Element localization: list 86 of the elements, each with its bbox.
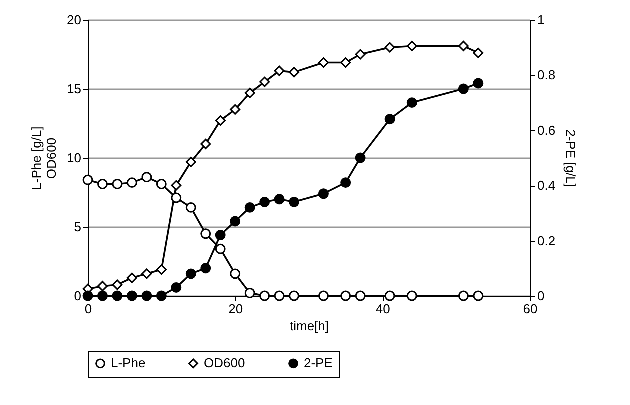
y2-tick-label: 1 <box>538 12 545 28</box>
point <box>340 178 352 188</box>
point <box>340 290 352 302</box>
point <box>171 282 182 293</box>
point <box>156 179 167 190</box>
y2-tick-label: 0.2 <box>538 233 556 248</box>
point <box>200 138 212 150</box>
point <box>340 58 352 68</box>
point <box>156 264 167 275</box>
point <box>274 290 285 302</box>
point <box>318 188 329 200</box>
point <box>384 114 396 125</box>
point <box>318 58 329 68</box>
x-tick-label: 20 <box>228 302 244 316</box>
x-tick-label: 0 <box>84 302 92 316</box>
point <box>406 290 418 302</box>
point <box>355 290 366 302</box>
point <box>274 66 285 76</box>
y-axis-title: L-Phe [g/L] OD600 <box>29 126 60 190</box>
point <box>244 202 256 213</box>
point <box>186 156 196 168</box>
point <box>473 78 484 89</box>
point <box>126 290 138 302</box>
point <box>318 290 329 302</box>
point <box>355 49 366 60</box>
point <box>112 179 123 190</box>
x-tick-label: 60 <box>523 302 538 316</box>
point <box>260 76 270 88</box>
legend-label: OD600 <box>204 356 246 371</box>
point <box>384 290 396 302</box>
y-tick-label: 0 <box>74 288 82 304</box>
point <box>82 174 94 186</box>
point <box>289 290 300 302</box>
point <box>98 179 108 190</box>
point <box>244 88 256 98</box>
point <box>230 104 241 115</box>
y-tick-label: 15 <box>67 82 82 96</box>
point <box>230 268 241 280</box>
x-tick-label: 40 <box>376 302 390 316</box>
point <box>384 42 396 53</box>
point <box>260 196 270 208</box>
point <box>98 290 108 302</box>
point <box>406 98 418 108</box>
y2-tick-label: 0.6 <box>538 122 556 138</box>
point <box>156 290 167 302</box>
point <box>126 272 138 284</box>
point <box>458 290 469 302</box>
point <box>458 84 469 94</box>
point <box>215 244 226 254</box>
point <box>473 48 484 58</box>
point <box>215 116 226 126</box>
point <box>355 152 366 164</box>
point <box>112 290 123 302</box>
point <box>200 263 212 274</box>
point <box>406 41 418 52</box>
y2-tick-label: 0.4 <box>538 178 556 194</box>
point <box>112 280 123 290</box>
point <box>473 290 484 302</box>
point <box>230 216 241 227</box>
point <box>244 288 256 298</box>
point <box>200 228 212 240</box>
y-tick-label: 5 <box>74 220 82 234</box>
point <box>186 268 196 280</box>
point <box>98 281 108 292</box>
point <box>142 172 152 183</box>
point <box>82 290 94 302</box>
point <box>142 268 152 280</box>
point <box>186 202 196 213</box>
point <box>215 230 226 240</box>
point <box>289 67 300 78</box>
y-tick-label: 10 <box>67 150 82 166</box>
legend-label: 2-PE <box>304 356 334 371</box>
point <box>274 194 285 205</box>
y2-axis-title: 2-PE [g/L] <box>564 130 579 188</box>
legend-label: L-Phe <box>111 356 146 371</box>
y2-tick-label: 0.8 <box>538 68 556 83</box>
point <box>142 290 152 302</box>
point <box>289 196 300 208</box>
y2-tick-label: 0 <box>538 288 545 304</box>
point <box>171 192 182 204</box>
point <box>458 41 469 52</box>
point <box>260 290 270 302</box>
point <box>171 180 182 191</box>
y-tick-label: 20 <box>67 12 82 28</box>
point <box>126 178 138 188</box>
x-axis-title: time[h] <box>290 318 330 334</box>
